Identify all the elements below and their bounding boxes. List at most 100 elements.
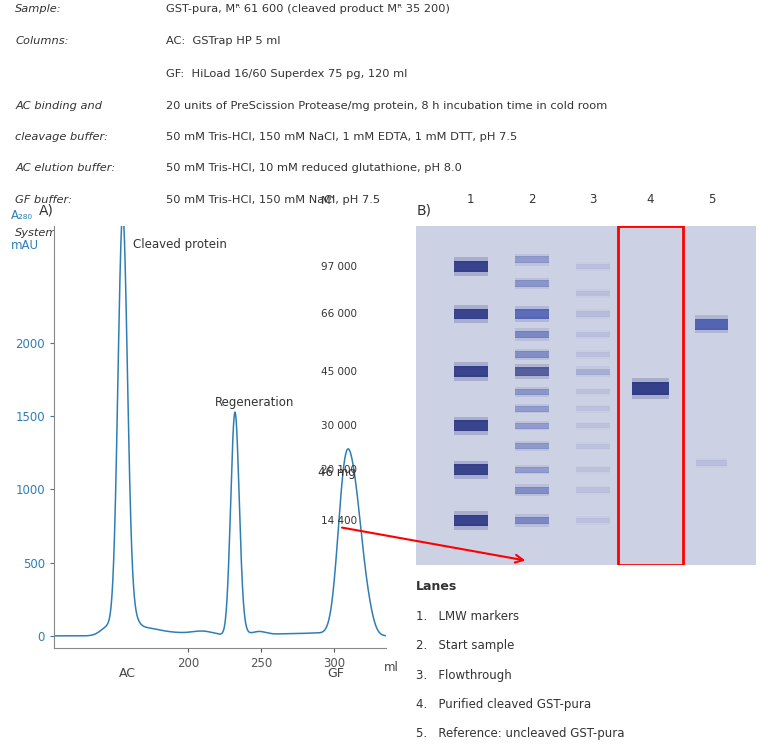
Bar	[576, 444, 610, 449]
Bar	[515, 328, 549, 332]
Bar	[453, 362, 487, 367]
Bar	[576, 373, 610, 376]
Bar	[576, 291, 610, 297]
Bar	[515, 443, 549, 450]
Text: 2.   Start sample: 2. Start sample	[416, 639, 515, 652]
Bar	[576, 389, 610, 395]
Bar	[576, 468, 610, 472]
Bar	[576, 428, 610, 430]
Bar	[696, 460, 727, 466]
Bar	[515, 357, 549, 361]
Bar	[576, 311, 610, 317]
Bar	[515, 423, 549, 428]
Bar	[515, 337, 549, 340]
Bar	[576, 296, 610, 298]
Text: 2: 2	[528, 193, 535, 206]
Text: 50 mM Tris-HCl, 10 mM reduced glutathione, pH 8.0: 50 mM Tris-HCl, 10 mM reduced glutathion…	[167, 163, 463, 172]
Bar	[515, 375, 549, 379]
Bar	[453, 420, 487, 431]
Bar	[453, 515, 487, 526]
Bar	[515, 523, 549, 527]
Text: Cleaved protein: Cleaved protein	[133, 238, 227, 251]
Bar	[515, 331, 549, 338]
Text: A): A)	[39, 203, 53, 218]
Bar	[515, 285, 549, 288]
Bar	[631, 377, 669, 384]
Bar	[576, 448, 610, 450]
Text: 45 000: 45 000	[322, 367, 357, 376]
Text: 50 mM Tris-HCl, 150 mM NaCl, 1 mM EDTA, 1 mM DTT, pH 7.5: 50 mM Tris-HCl, 150 mM NaCl, 1 mM EDTA, …	[167, 132, 517, 142]
Bar	[515, 389, 549, 395]
Bar	[515, 256, 549, 264]
Bar	[515, 317, 549, 322]
Bar	[515, 306, 549, 311]
Text: 1: 1	[467, 193, 474, 206]
Bar	[453, 465, 487, 475]
Bar	[695, 315, 729, 320]
Bar	[515, 517, 549, 524]
Text: GF: GF	[328, 667, 344, 680]
Bar	[576, 471, 610, 474]
Text: Mᴿ: Mᴿ	[322, 196, 336, 206]
Text: Sample:: Sample:	[15, 4, 62, 14]
Bar	[515, 349, 549, 352]
Bar	[576, 404, 610, 407]
Text: mAU: mAU	[11, 239, 39, 252]
Bar	[515, 254, 549, 258]
Bar	[453, 376, 487, 381]
Bar	[453, 318, 487, 323]
Bar	[453, 366, 487, 377]
Text: 14 400: 14 400	[322, 516, 358, 526]
Text: GST-pura, Mᴿ 61 600 (cleaved product Mᴿ 35 200): GST-pura, Mᴿ 61 600 (cleaved product Mᴿ …	[167, 4, 450, 14]
Bar	[576, 367, 610, 370]
Bar	[576, 269, 610, 271]
Bar	[453, 474, 487, 479]
Text: 97 000: 97 000	[322, 261, 357, 272]
Bar	[515, 309, 549, 319]
Bar	[576, 368, 610, 375]
Bar	[576, 337, 610, 339]
Bar	[576, 422, 610, 424]
Text: AC: AC	[119, 667, 136, 680]
Text: 4.   Purified cleaved GST-pura: 4. Purified cleaved GST-pura	[416, 698, 591, 711]
Bar	[515, 484, 549, 488]
Bar	[515, 487, 549, 494]
Text: AC:  GSTrap HP 5 ml: AC: GSTrap HP 5 ml	[167, 36, 281, 46]
Bar	[576, 486, 610, 488]
Bar	[515, 352, 549, 358]
Bar	[453, 511, 487, 517]
Text: 46 mg: 46 mg	[318, 466, 356, 479]
Bar	[515, 262, 549, 266]
Bar	[453, 416, 487, 422]
Bar	[576, 350, 610, 352]
Bar	[453, 430, 487, 435]
Bar	[515, 492, 549, 496]
Bar	[453, 258, 487, 263]
Text: 3: 3	[589, 193, 597, 206]
Text: GF buffer:: GF buffer:	[15, 195, 72, 205]
Text: ml: ml	[384, 661, 399, 674]
Text: Lanes: Lanes	[416, 580, 458, 593]
Text: B): B)	[416, 203, 431, 218]
Text: 1.   LMW markers: 1. LMW markers	[416, 610, 520, 623]
Text: GF:  HiLoad 16/60 Superdex 75 pg, 120 ml: GF: HiLoad 16/60 Superdex 75 pg, 120 ml	[167, 69, 408, 78]
Bar	[515, 406, 549, 412]
Bar	[576, 523, 610, 526]
Bar	[515, 421, 549, 424]
Bar	[576, 518, 610, 523]
Bar	[618, 226, 682, 565]
Text: 50 mM Tris-HCl, 150 mM NaCl, pH 7.5: 50 mM Tris-HCl, 150 mM NaCl, pH 7.5	[167, 195, 381, 205]
Bar	[576, 465, 610, 468]
Bar	[696, 465, 727, 468]
Bar	[515, 394, 549, 397]
Bar	[515, 280, 549, 287]
Bar	[515, 472, 549, 474]
Bar	[576, 516, 610, 519]
Bar	[696, 458, 727, 461]
Text: 66 000: 66 000	[322, 309, 357, 319]
Bar	[576, 423, 610, 428]
Text: 20 100: 20 100	[322, 465, 357, 475]
Bar	[576, 309, 610, 312]
Bar	[515, 367, 549, 376]
Bar	[453, 270, 487, 276]
